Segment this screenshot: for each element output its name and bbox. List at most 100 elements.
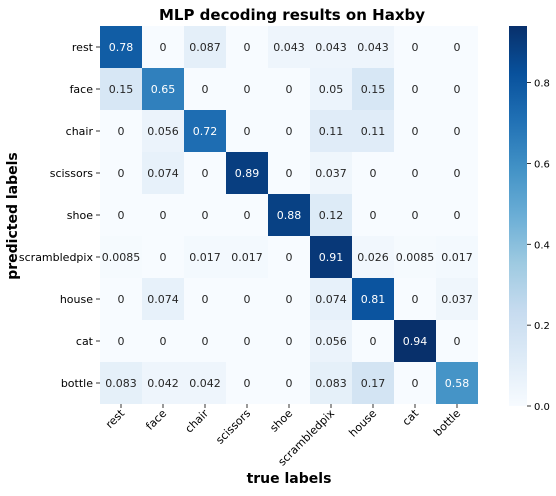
colorbar xyxy=(509,26,527,406)
x-tick-label: cat xyxy=(400,406,422,428)
cell-value-label: 0 xyxy=(202,335,209,348)
cell-value-label: 0 xyxy=(286,251,293,264)
heatmap-cell xyxy=(310,152,352,194)
cell-value-label: 0.81 xyxy=(361,293,386,306)
heatmap-cell xyxy=(310,278,352,320)
cell-value-label: 0 xyxy=(286,335,293,348)
cell-value-label: 0.074 xyxy=(315,293,347,306)
cell-value-label: 0.58 xyxy=(445,377,470,390)
cell-value-label: 0.72 xyxy=(193,125,218,138)
heatmap-cell xyxy=(142,236,184,278)
heatmap-cell xyxy=(142,278,184,320)
cell-value-label: 0 xyxy=(160,251,167,264)
y-tick-label: cat xyxy=(76,335,94,348)
cell-value-label: 0.15 xyxy=(109,83,134,96)
heatmap-cell xyxy=(268,194,310,236)
heatmap-cell xyxy=(100,362,142,404)
heatmap-cell xyxy=(142,362,184,404)
cell-value-label: 0.0085 xyxy=(102,251,141,264)
x-axis-label: true labels xyxy=(247,471,332,487)
heatmap-cell xyxy=(436,278,478,320)
cell-value-label: 0.17 xyxy=(361,377,386,390)
cell-value-label: 0.056 xyxy=(147,125,179,138)
heatmap-cell xyxy=(268,278,310,320)
y-tick-label: house xyxy=(60,293,93,306)
heatmap-cell xyxy=(352,26,394,68)
heatmap-cell xyxy=(268,68,310,110)
heatmap-cell xyxy=(436,152,478,194)
cell-value-label: 0.074 xyxy=(147,293,179,306)
cell-value-label: 0.91 xyxy=(319,251,344,264)
cell-value-label: 0.074 xyxy=(147,167,179,180)
heatmap-cell xyxy=(310,110,352,152)
cell-value-label: 0 xyxy=(286,83,293,96)
cell-value-label: 0.037 xyxy=(441,293,473,306)
colorbar-tick-label: 0.0 xyxy=(534,402,550,413)
heatmap-cell xyxy=(184,278,226,320)
cell-value-label: 0 xyxy=(160,41,167,54)
heatmap-cell xyxy=(184,362,226,404)
heatmap-cell xyxy=(268,320,310,362)
cell-value-label: 0 xyxy=(286,293,293,306)
heatmap-cell xyxy=(142,152,184,194)
heatmap-cell xyxy=(226,236,268,278)
cell-value-label: 0.0085 xyxy=(396,251,435,264)
y-tick-labels: rest face chair scissors shoe scrambledpix hou… xyxy=(19,41,100,390)
cell-value-label: 0 xyxy=(412,209,419,222)
heatmap-cell xyxy=(184,194,226,236)
cell-value-label: 0.94 xyxy=(403,335,428,348)
colorbar-tick-label: 0.6 xyxy=(534,159,550,170)
cell-value-label: 0 xyxy=(244,125,251,138)
colorbar-tick-label: 0.4 xyxy=(534,240,550,251)
cell-value-label: 0 xyxy=(370,167,377,180)
cell-value-label: 0 xyxy=(202,167,209,180)
heatmap-cell xyxy=(394,110,436,152)
heatmap-cell xyxy=(394,194,436,236)
heatmap-cell xyxy=(100,236,142,278)
cell-value-label: 0.11 xyxy=(361,125,386,138)
heatmap-cell xyxy=(436,26,478,68)
x-tick-label: chair xyxy=(183,407,212,436)
heatmap-cell xyxy=(436,362,478,404)
heatmap-cell xyxy=(184,320,226,362)
heatmap-cell xyxy=(310,26,352,68)
x-tick-label: shoe xyxy=(267,407,295,435)
heatmap-cell xyxy=(436,68,478,110)
cell-value-label: 0 xyxy=(202,209,209,222)
cell-value-label: 0 xyxy=(412,41,419,54)
heatmap-cell xyxy=(268,236,310,278)
heatmap-cell xyxy=(184,152,226,194)
heatmap-cell xyxy=(226,110,268,152)
heatmap-cell xyxy=(310,236,352,278)
heatmap-cell xyxy=(310,68,352,110)
cell-value-label: 0 xyxy=(370,209,377,222)
heatmap-cell xyxy=(268,152,310,194)
cell-value-label: 0.017 xyxy=(441,251,473,264)
heatmap-cell xyxy=(184,110,226,152)
colorbar-ticks: 0.0 0.2 0.4 0.6 0.8 xyxy=(527,79,550,413)
cell-value-label: 0 xyxy=(454,125,461,138)
heatmap-cell xyxy=(352,68,394,110)
cell-value-label: 0.11 xyxy=(319,125,344,138)
heatmap-cell xyxy=(226,278,268,320)
cell-value-label: 0.043 xyxy=(315,41,347,54)
cell-value-label: 0 xyxy=(412,83,419,96)
heatmap-cell xyxy=(100,320,142,362)
heatmap-cells xyxy=(100,26,478,404)
y-tick-label: scrambledpix xyxy=(19,251,94,264)
cell-value-label: 0.12 xyxy=(319,209,344,222)
x-tick-label: house xyxy=(346,407,379,440)
heatmap-cell xyxy=(352,110,394,152)
cell-value-label: 0 xyxy=(160,209,167,222)
heatmap-cell xyxy=(352,320,394,362)
chart-title: MLP decoding results on Haxby xyxy=(159,6,425,24)
cell-value-label: 0 xyxy=(244,41,251,54)
cell-value-label: 0 xyxy=(370,335,377,348)
heatmap-cell xyxy=(352,194,394,236)
colorbar-tick-label: 0.8 xyxy=(534,79,550,90)
cell-value-label: 0.017 xyxy=(231,251,263,264)
cell-value-label: 0.78 xyxy=(109,41,134,54)
cell-value-label: 0 xyxy=(202,293,209,306)
heatmap-cell xyxy=(310,194,352,236)
